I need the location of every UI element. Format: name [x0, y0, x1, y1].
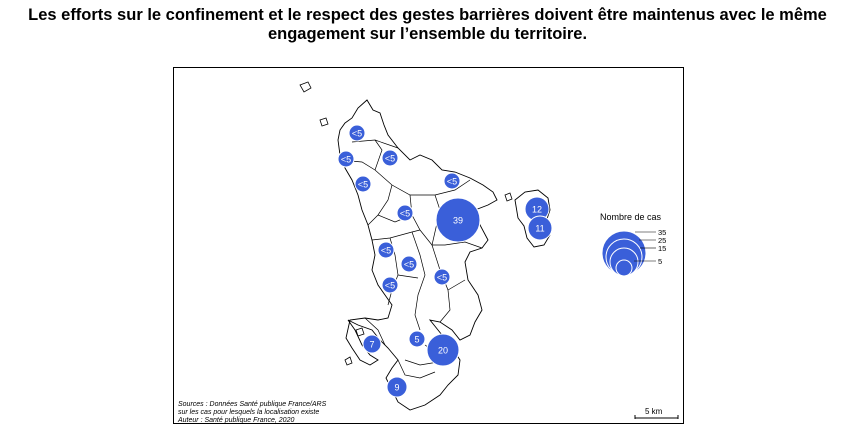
case-bubble-label: 12	[532, 205, 542, 215]
scale-bar: 5 km	[634, 407, 679, 419]
case-bubble	[396, 204, 414, 222]
sources-line-3: Auteur : Santé publique France, 2020	[177, 417, 294, 424]
legend: Nombre de cas 35 25 15 5	[600, 212, 666, 277]
case-bubble-label: <5	[385, 281, 395, 291]
islet-north	[299, 81, 312, 93]
case-bubble-label: <5	[437, 273, 447, 283]
case-bubble	[433, 268, 451, 286]
headline-line-2: engagement sur l’ensemble du territoire.	[267, 25, 588, 43]
case-bubble	[386, 376, 408, 398]
sources-block: Sources : Données Santé publique France/…	[177, 401, 327, 424]
case-bubble	[377, 241, 395, 259]
case-bubble-label: 7	[369, 340, 374, 350]
scale-label: 5 km	[645, 407, 663, 416]
case-bubble	[400, 255, 418, 273]
case-bubble	[426, 333, 460, 367]
case-bubble-label: <5	[400, 209, 410, 219]
case-bubble-label: <5	[341, 155, 351, 165]
case-bubble	[381, 276, 399, 294]
case-bubble-label: 39	[453, 216, 463, 226]
case-bubble-label: <5	[381, 246, 391, 256]
case-bubble	[527, 215, 553, 241]
headline-line-1: Les efforts sur le confinement et le res…	[28, 6, 827, 24]
case-bubble-label: 20	[438, 346, 448, 356]
case-bubble	[362, 334, 382, 354]
legend-tick-15: 15	[658, 244, 666, 253]
legend-tick-25: 25	[658, 236, 666, 245]
case-bubble	[443, 172, 461, 190]
case-bubble-label: <5	[385, 154, 395, 164]
case-bubble-label: 5	[414, 335, 419, 345]
case-bubble-label: 9	[394, 383, 399, 393]
legend-circle-5	[615, 259, 633, 277]
islet-east	[504, 192, 513, 202]
case-bubble-label: <5	[352, 129, 362, 139]
case-bubble-label: 11	[535, 224, 544, 234]
case-bubble-label: <5	[404, 260, 414, 270]
legend-title: Nombre de cas	[600, 212, 662, 222]
legend-tick-35: 35	[658, 228, 666, 237]
case-bubble	[381, 149, 399, 167]
sources-line-1: Sources : Données Santé publique France/…	[178, 401, 327, 408]
case-bubble	[348, 124, 366, 142]
case-bubble	[337, 150, 355, 168]
headline: Les efforts sur le confinement et le res…	[0, 6, 855, 44]
case-bubbles: <5 <5 <5 <5 <5 <5 39 12 11 <5 <5 <5 <5 5 7 20 9	[337, 124, 553, 398]
case-bubble	[354, 175, 372, 193]
legend-tick-5: 5	[658, 257, 662, 266]
islet-southwest	[344, 356, 353, 366]
case-bubble	[408, 330, 426, 348]
sources-line-2: sur les cas pour lesquels la localisatio…	[178, 409, 319, 416]
islet-south	[355, 327, 365, 337]
mayotte-main-island	[337, 99, 498, 411]
case-bubble	[435, 197, 481, 243]
case-bubble-label: <5	[358, 180, 368, 190]
case-bubble-label: <5	[447, 177, 457, 187]
islet-north-2	[319, 117, 329, 127]
